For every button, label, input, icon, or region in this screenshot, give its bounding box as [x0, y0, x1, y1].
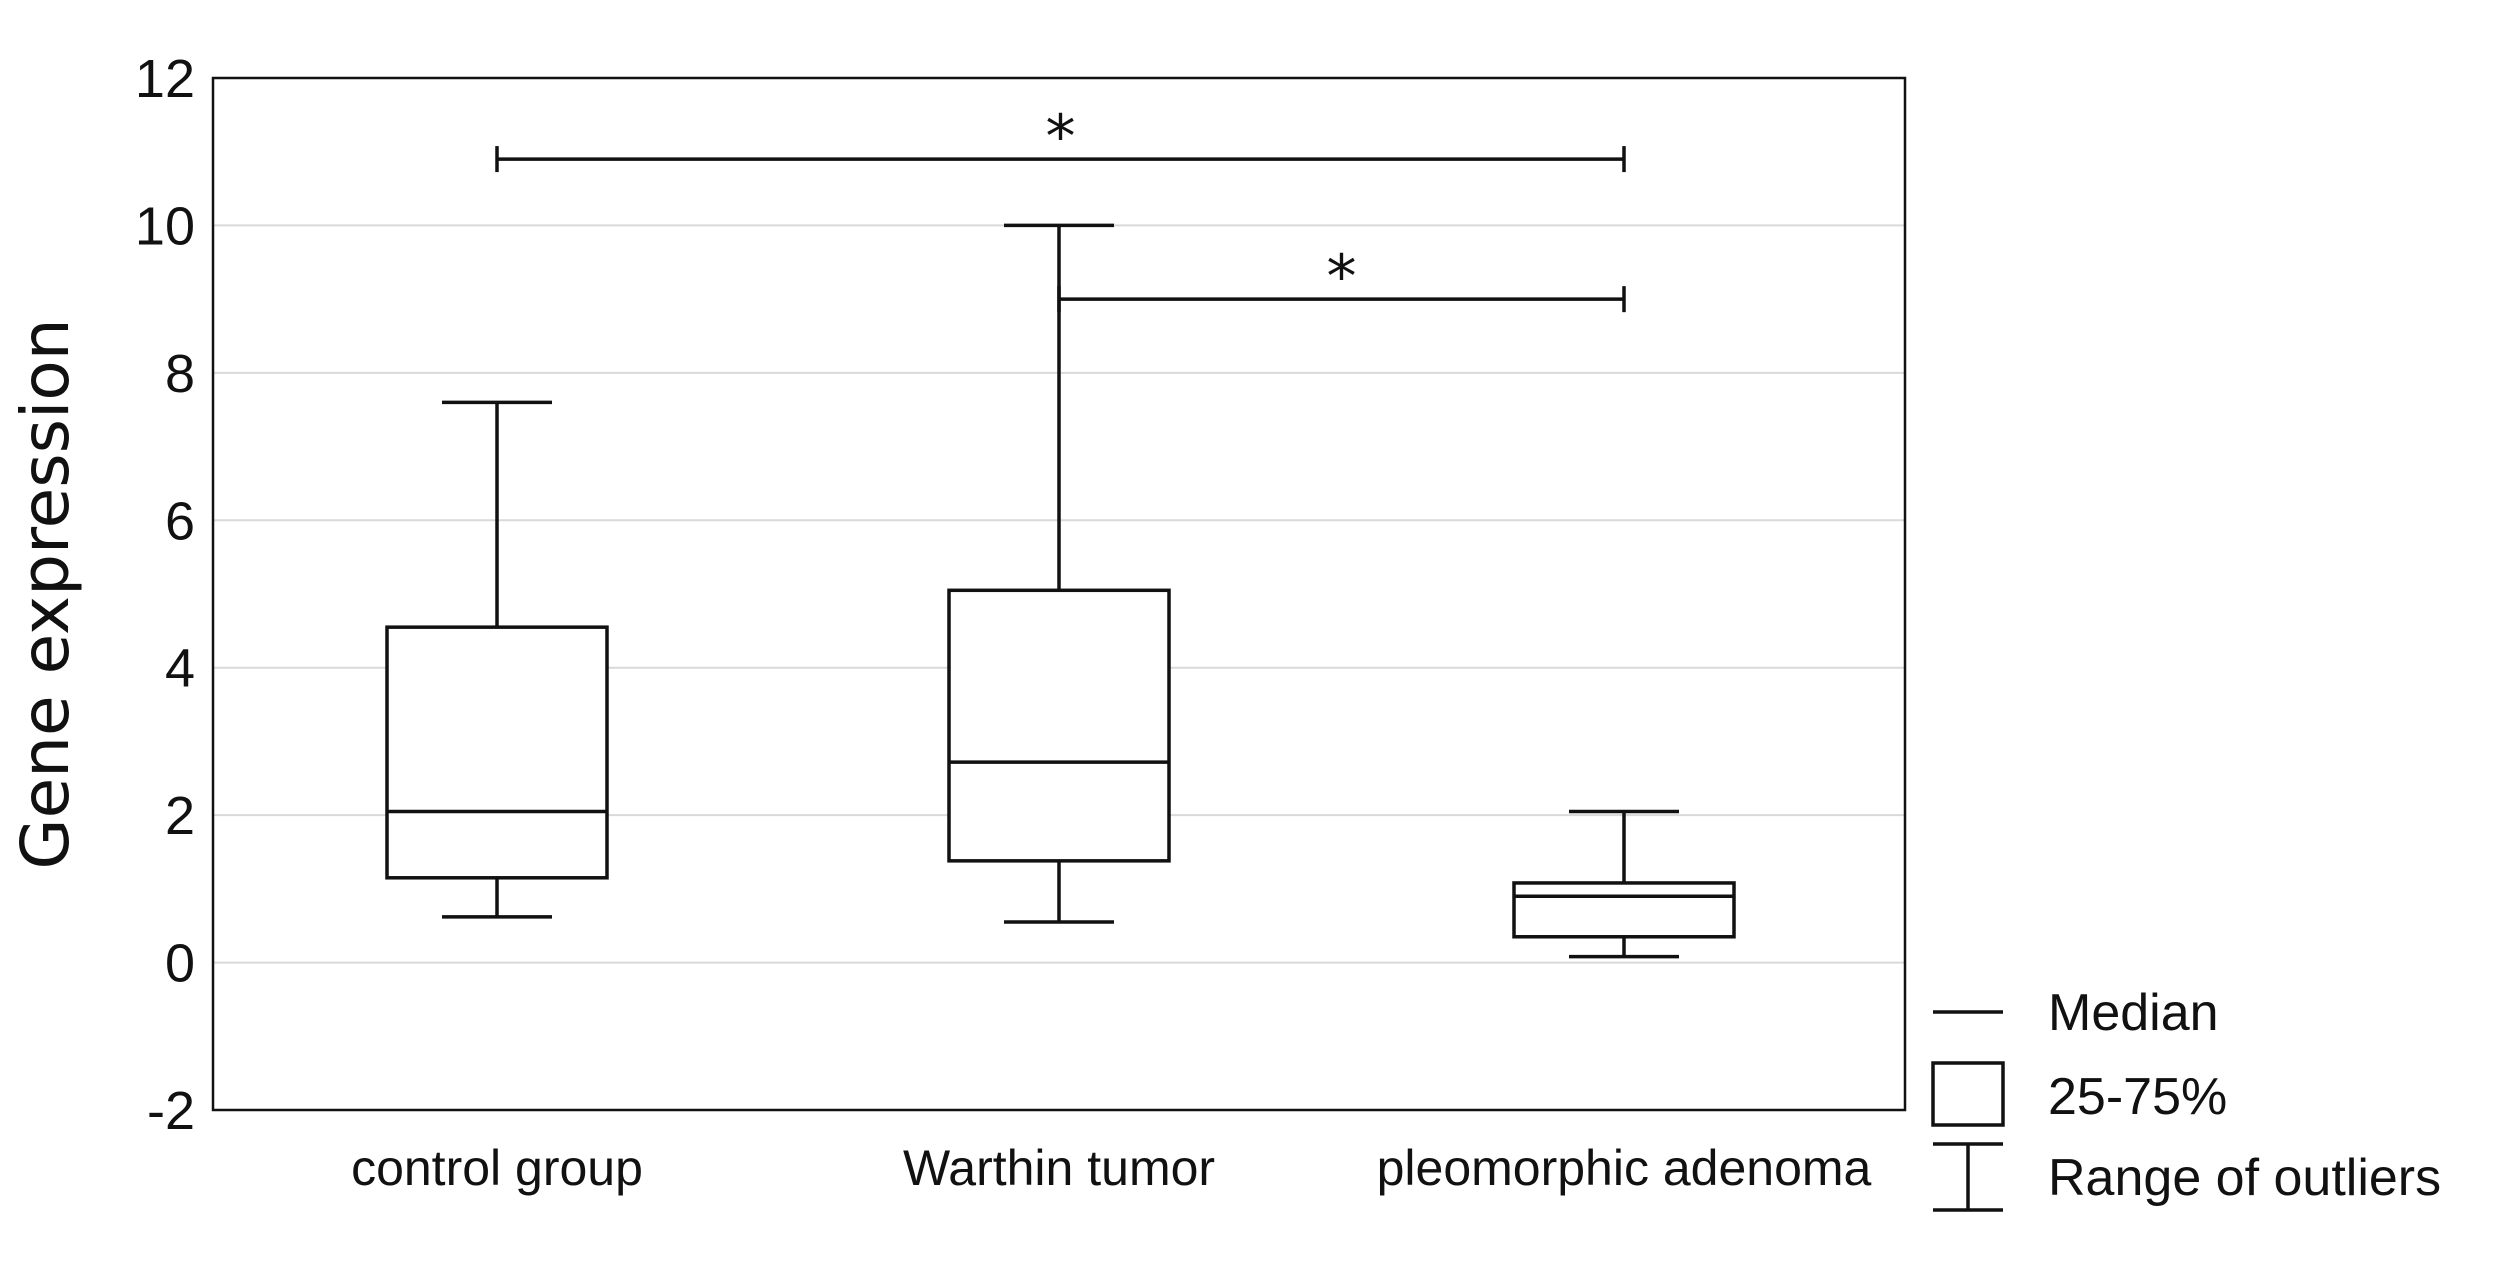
boxes [385, 223, 1736, 959]
y-tick-label: 10 [135, 196, 195, 256]
y-axis-title: Gene expression [7, 318, 84, 869]
y-tick-label: 0 [165, 934, 195, 994]
box-group [947, 223, 1171, 924]
plot-area-frame [211, 76, 1907, 1112]
box-group [385, 400, 609, 919]
y-tick-label: 6 [165, 491, 195, 551]
legend-label: Median [2048, 984, 2219, 1042]
iqr-box [1512, 881, 1736, 939]
x-category-label: Warthin tumor [903, 1140, 1215, 1196]
significance-label: * [1327, 242, 1357, 312]
legend-box-symbol [1931, 1061, 2005, 1127]
significance-brackets: ** [495, 102, 1626, 313]
legend: Median 25-75% Range of outliers [1931, 984, 2441, 1212]
y-tick-label: 12 [135, 49, 195, 109]
legend-label: Range of outliers [2048, 1149, 2441, 1207]
x-category-label: pleomorphic adenoma [1377, 1140, 1872, 1196]
y-tick-label: -2 [147, 1081, 195, 1141]
y-tick-label: 4 [165, 639, 195, 699]
legend-entry: Median [1933, 984, 2219, 1042]
box-group [1512, 809, 1736, 959]
significance-bracket: * [495, 102, 1626, 173]
x-category-label: control group [351, 1140, 643, 1196]
legend-entry: 25-75% [1931, 1061, 2227, 1127]
significance-label: * [1046, 102, 1076, 172]
iqr-box [385, 625, 609, 880]
y-tick-label: 8 [165, 344, 195, 404]
legend-label: 25-75% [2048, 1068, 2227, 1126]
significance-bracket: * [1057, 242, 1626, 313]
x-axis-labels: control group Warthin tumor pleomorphic ad… [351, 1140, 1871, 1196]
y-tick-label: 2 [165, 786, 195, 846]
y-axis-ticks: -2 0 2 4 6 8 10 12 [135, 49, 195, 1141]
legend-entry: Range of outliers [1933, 1142, 2441, 1212]
iqr-box [947, 588, 1171, 863]
